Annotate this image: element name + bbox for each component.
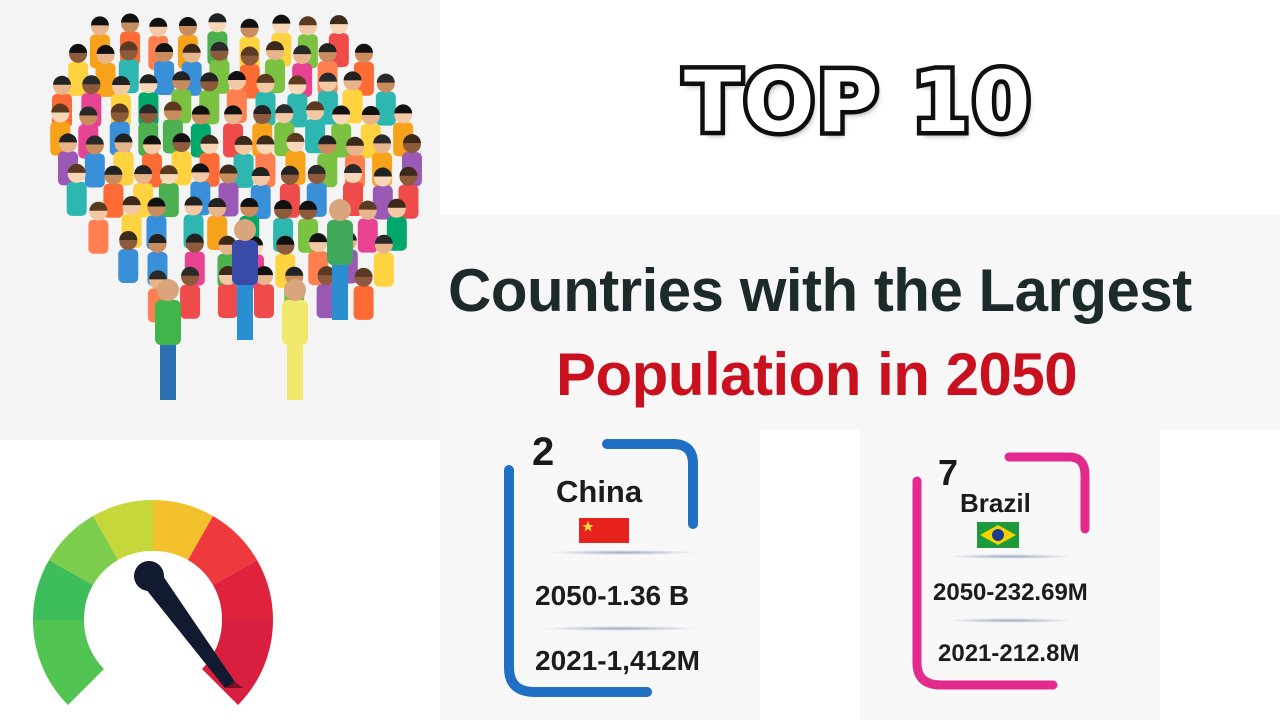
speedometer-gauge-icon — [32, 499, 274, 705]
crowd-person — [155, 279, 181, 400]
headline-panel — [440, 215, 1280, 430]
crowd-person — [357, 200, 378, 253]
crowd-person — [88, 201, 109, 254]
brazil-2021-stat: 2021-212.8M — [938, 640, 1080, 667]
crowd-person — [209, 41, 230, 94]
china-flag-icon — [579, 518, 629, 543]
crowd-person — [217, 266, 238, 319]
crowd-person — [207, 197, 228, 250]
crowd-person — [305, 101, 326, 154]
crowd-person — [118, 231, 139, 284]
crowd-person — [327, 199, 353, 320]
crowd-person — [233, 135, 254, 188]
crowd-person — [66, 163, 87, 216]
brazil-card-panel — [860, 430, 1160, 720]
brazil-rank: 7 — [938, 452, 959, 493]
headline-line-1: Countries with the Largest — [448, 257, 1192, 324]
china-card-frame — [504, 439, 698, 697]
crowd-person — [373, 234, 394, 287]
china-separator-1 — [548, 550, 698, 555]
brazil-separator-1 — [945, 554, 1075, 559]
china-separator-2 — [540, 626, 700, 631]
crowd-person — [84, 135, 105, 188]
crowd-illustration — [50, 13, 422, 400]
crowd-person — [353, 267, 374, 320]
brazil-card-frame — [912, 452, 1090, 690]
china-country-label: China — [556, 474, 643, 509]
headline-line-2: Population in 2050 — [556, 341, 1078, 408]
crowd-person — [154, 42, 175, 95]
china-2050-stat: 2050-1.36 B — [535, 580, 690, 611]
crowd-person — [287, 75, 308, 128]
china-rank: 2 — [532, 430, 555, 474]
crowd-person — [282, 279, 308, 400]
crowd-person — [232, 219, 258, 340]
crowd-person — [316, 266, 337, 319]
brazil-flag-icon — [977, 522, 1019, 548]
brazil-separator-2 — [945, 618, 1075, 623]
china-card-panel — [440, 430, 760, 720]
brazil-2050-stat: 2050-232.69M — [933, 579, 1088, 606]
crowd-person — [171, 71, 192, 124]
crowd-illustration-panel — [0, 0, 440, 440]
crowd-person — [331, 105, 352, 158]
crowd-person — [180, 266, 201, 319]
crowd-person — [375, 73, 396, 126]
crowd-person — [372, 167, 393, 220]
crowd-person — [95, 44, 116, 97]
crowd-person — [253, 266, 274, 319]
top10-title: TOP 10 — [679, 49, 1034, 156]
brazil-country-label: Brazil — [960, 488, 1031, 518]
china-2021-stat: 2021-1,412M — [535, 645, 701, 676]
crowd-person — [103, 165, 124, 218]
